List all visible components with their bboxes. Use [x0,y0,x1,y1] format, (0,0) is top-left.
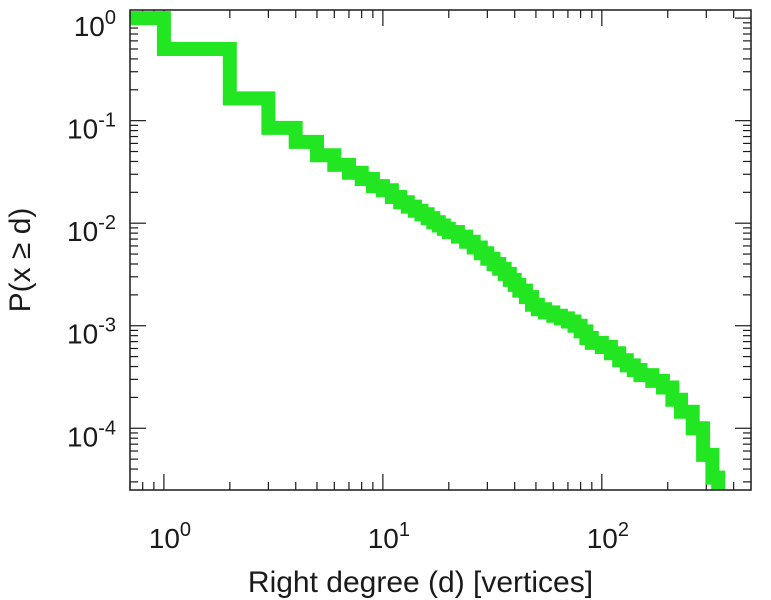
labels-layer: 100 101 102 100 10-1 10-2 10-3 10-4 [67,7,629,554]
series-layer [130,11,726,490]
y-tick-label: 10-1 [67,110,116,145]
y-tick-label: 10-2 [67,212,116,247]
ticks-layer [129,10,751,490]
series-line [130,11,726,490]
x-tick-label: 100 [149,519,191,554]
y-axis-title: P(x ≥ d) [4,208,37,313]
x-axis-title: Right degree (d) [vertices] [248,566,593,599]
plot-frame [129,9,752,491]
y-tick-label: 10-4 [67,417,116,452]
x-tick-label: 102 [587,519,629,554]
y-tick-label: 100 [74,7,116,42]
y-tick-label: 10-3 [67,315,116,350]
x-tick-label: 101 [368,519,410,554]
